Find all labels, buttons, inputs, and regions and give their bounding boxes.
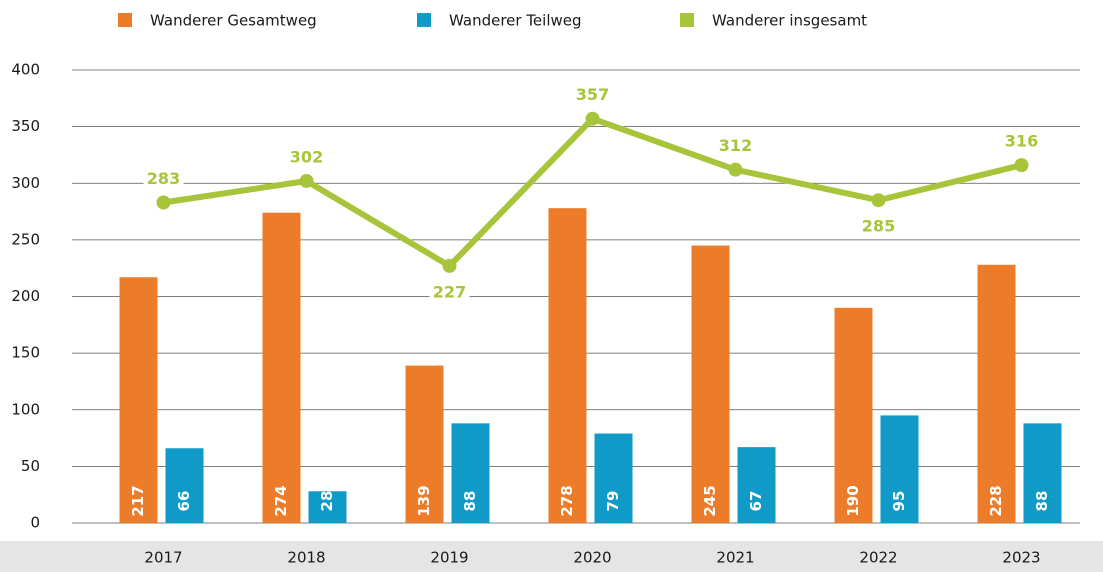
- bar-value-label: 67: [747, 491, 765, 512]
- line-point: [1014, 158, 1029, 173]
- bar: [308, 491, 347, 523]
- value-label-bg: [572, 84, 613, 105]
- y-tick-label: 0: [30, 514, 40, 532]
- value-label-bg: [715, 135, 756, 156]
- bar-value-label: 228: [987, 485, 1005, 516]
- bar-value-label: 139: [415, 485, 433, 516]
- bar: [880, 415, 919, 523]
- legend-label: Wanderer Teilweg: [449, 12, 582, 30]
- bar-value-label: 28: [318, 491, 336, 512]
- y-tick-label: 300: [11, 174, 40, 192]
- bar: [548, 208, 587, 524]
- line-point: [442, 258, 457, 273]
- line-value-label: 357: [576, 85, 609, 104]
- value-label-bg: [429, 281, 470, 302]
- bar: [451, 423, 490, 523]
- x-axis-band: [0, 541, 1103, 572]
- bar-value-label: 217: [129, 485, 147, 516]
- bar: [1023, 423, 1062, 523]
- bar-value-label: 278: [558, 485, 576, 516]
- line-point: [156, 195, 171, 210]
- value-label-bg: [858, 216, 899, 237]
- value-label-bg: [286, 146, 327, 167]
- x-tick-label: 2018: [287, 549, 325, 567]
- legend-label: Wanderer Gesamtweg: [150, 12, 317, 30]
- x-tick-label: 2017: [144, 549, 182, 567]
- y-tick-label: 50: [21, 457, 40, 475]
- x-tick-label: 2021: [716, 549, 754, 567]
- line-value-label: 316: [1005, 132, 1038, 151]
- legend-swatch: [417, 13, 431, 27]
- bar-value-label: 274: [272, 485, 290, 516]
- y-tick-label: 250: [11, 230, 40, 248]
- value-label-bg: [1001, 131, 1042, 152]
- x-tick-label: 2019: [430, 549, 468, 567]
- line-point: [299, 173, 314, 188]
- bar: [119, 277, 158, 523]
- bar: [405, 365, 444, 523]
- line-value-label: 285: [862, 217, 895, 236]
- line-value-label: 227: [433, 282, 466, 301]
- bar-value-label: 79: [604, 491, 622, 512]
- bar-value-label: 95: [890, 491, 908, 512]
- line-point: [728, 162, 743, 177]
- legend-swatch: [118, 13, 132, 27]
- y-tick-label: 150: [11, 344, 40, 362]
- bar-value-label: 88: [1033, 491, 1051, 512]
- value-label-bg: [143, 168, 184, 189]
- x-tick-label: 2022: [859, 549, 897, 567]
- bar: [262, 212, 301, 523]
- bar: [165, 448, 204, 523]
- legend-label: Wanderer insgesamt: [712, 12, 867, 30]
- bar-value-label: 88: [461, 491, 479, 512]
- bar-value-label: 245: [701, 485, 719, 516]
- line-value-label: 302: [290, 147, 323, 166]
- bar: [977, 264, 1016, 523]
- line-value-label: 312: [719, 136, 752, 155]
- bar: [737, 447, 776, 523]
- bar: [594, 433, 633, 523]
- legend-swatch: [680, 13, 694, 27]
- bar-value-label: 190: [844, 485, 862, 516]
- y-tick-label: 100: [11, 400, 40, 418]
- bar-value-label: 66: [175, 491, 193, 512]
- y-tick-label: 200: [11, 287, 40, 305]
- line-point: [871, 193, 886, 208]
- bar: [691, 245, 730, 523]
- x-tick-label: 2023: [1002, 549, 1040, 567]
- line-point: [585, 111, 600, 126]
- x-tick-label: 2020: [573, 549, 611, 567]
- y-tick-label: 350: [11, 117, 40, 135]
- line-value-label: 283: [147, 169, 180, 188]
- y-tick-label: 400: [11, 61, 40, 79]
- bar: [834, 307, 873, 523]
